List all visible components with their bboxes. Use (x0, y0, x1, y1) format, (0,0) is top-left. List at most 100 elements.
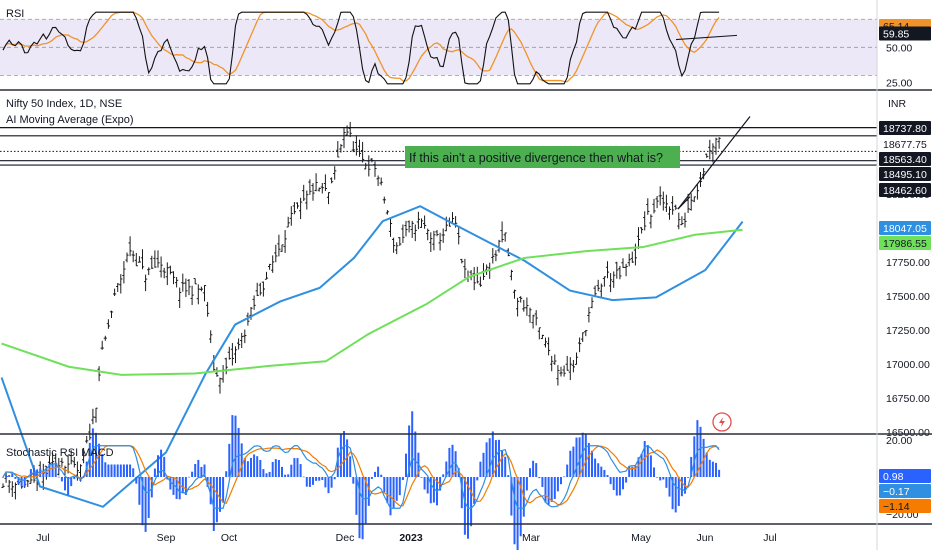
annotation-box[interactable]: If this ain't a positive divergence then… (405, 146, 680, 168)
macd-histogram-bar (426, 477, 429, 494)
candle (571, 359, 575, 373)
macd-histogram-bar (677, 477, 680, 506)
candle (361, 141, 365, 163)
candle (364, 162, 368, 170)
candle (587, 307, 591, 323)
price-value-label[interactable]: 17986.55 (879, 236, 931, 250)
macd-histogram-bar (377, 466, 380, 477)
candle (10, 481, 14, 497)
macd-histogram-bar (479, 461, 482, 477)
macd-histogram-bar (488, 438, 491, 477)
macd-histogram-bar (122, 464, 125, 477)
candle (423, 215, 427, 229)
macd-histogram-bar (250, 457, 252, 477)
candle (382, 196, 386, 204)
macd-histogram-bar (718, 469, 721, 477)
candle (584, 329, 588, 337)
oscillator-d-value-label[interactable]: −1.14 (879, 499, 931, 513)
macd-histogram-bar (646, 444, 649, 477)
candle (615, 261, 619, 279)
macd-histogram-bar (336, 447, 339, 477)
macd-histogram-bar (197, 459, 200, 477)
rsi-line (2, 11, 720, 85)
candle (674, 204, 678, 210)
price-value-label[interactable]: 18563.40 (879, 152, 931, 166)
macd-histogram-bar (671, 477, 674, 510)
candle (196, 284, 200, 305)
annotation-background (405, 146, 680, 168)
macd-histogram-bar (188, 476, 190, 478)
candle (326, 192, 331, 205)
candle (683, 212, 687, 228)
macd-histogram-bar (392, 477, 395, 508)
macd-histogram-bar (116, 464, 119, 477)
svg-text:59.85: 59.85 (883, 28, 909, 40)
macd-histogram-bar (432, 477, 435, 503)
macd-histogram-bar (414, 431, 417, 477)
oscillator-k-value-label[interactable]: −0.17 (879, 484, 931, 498)
candle (398, 237, 402, 246)
candle (13, 482, 17, 500)
symbol-title: Nifty 50 Index, 1D, NSE (6, 98, 122, 110)
rsi-axis-tick: 25.00 (886, 77, 912, 89)
candle (714, 137, 718, 155)
date-axis-tick: Oct (221, 532, 237, 544)
macd-histogram-bar (45, 467, 48, 477)
trendline[interactable] (677, 116, 751, 210)
macd-histogram-bar (70, 477, 73, 487)
candle (246, 312, 250, 326)
macd-histogram-bar (696, 420, 699, 477)
trendline-base[interactable] (677, 196, 691, 210)
macd-histogram-bar (445, 461, 448, 477)
price-axis-tick: 17750.00 (886, 257, 930, 269)
candle (463, 258, 467, 279)
macd-histogram-bar (157, 455, 159, 477)
candle (522, 299, 526, 312)
date-axis-tick: May (631, 532, 652, 544)
candle (692, 196, 696, 203)
rsi-trendline[interactable] (675, 34, 738, 41)
macd-histogram-bar (398, 477, 401, 496)
candle (69, 450, 73, 465)
candle (221, 365, 225, 383)
macd-histogram-bar (64, 477, 66, 491)
candle (568, 357, 572, 381)
price-value-label[interactable]: 18047.05 (879, 221, 931, 235)
candle (609, 273, 613, 293)
macd-histogram-bar (110, 464, 113, 477)
price-value-label[interactable]: 18495.10 (879, 167, 931, 181)
candle (612, 271, 616, 288)
macd-histogram-bar (715, 462, 717, 477)
macd-histogram-bar (203, 464, 206, 477)
candle (100, 340, 104, 350)
svg-text:18495.10: 18495.10 (883, 169, 927, 181)
candle (295, 202, 300, 209)
price-value-label[interactable]: 18462.60 (879, 183, 931, 197)
macd-histogram-bar (569, 450, 572, 477)
macd-histogram-bar (178, 477, 181, 500)
macd-histogram-bar (687, 477, 690, 478)
candle (345, 125, 349, 136)
candle (450, 212, 455, 223)
macd-histogram-bar (346, 439, 349, 477)
candle (147, 267, 151, 276)
rsi-value-label[interactable]: 59.85 (879, 26, 931, 41)
candle (655, 196, 659, 209)
candle (289, 206, 293, 226)
candle (432, 230, 436, 251)
macd-histogram-bar (473, 477, 476, 504)
price-value-label[interactable]: 18677.75 (879, 137, 931, 151)
candle (342, 128, 346, 149)
candle (264, 271, 269, 280)
oscillator-hist-value-label[interactable]: 0.98 (879, 469, 931, 483)
macd-histogram-bar (42, 472, 45, 477)
price-value-label[interactable]: 18737.80 (879, 121, 931, 135)
price-axis-tick: 16750.00 (886, 393, 930, 405)
macd-histogram-bar (380, 474, 383, 477)
macd-histogram-bar (228, 443, 231, 477)
candle (199, 286, 203, 292)
lightning-icon[interactable] (712, 412, 732, 432)
macd-histogram-bar (153, 468, 156, 477)
macd-histogram-bar (615, 477, 618, 496)
macd-histogram-bar (674, 477, 677, 513)
